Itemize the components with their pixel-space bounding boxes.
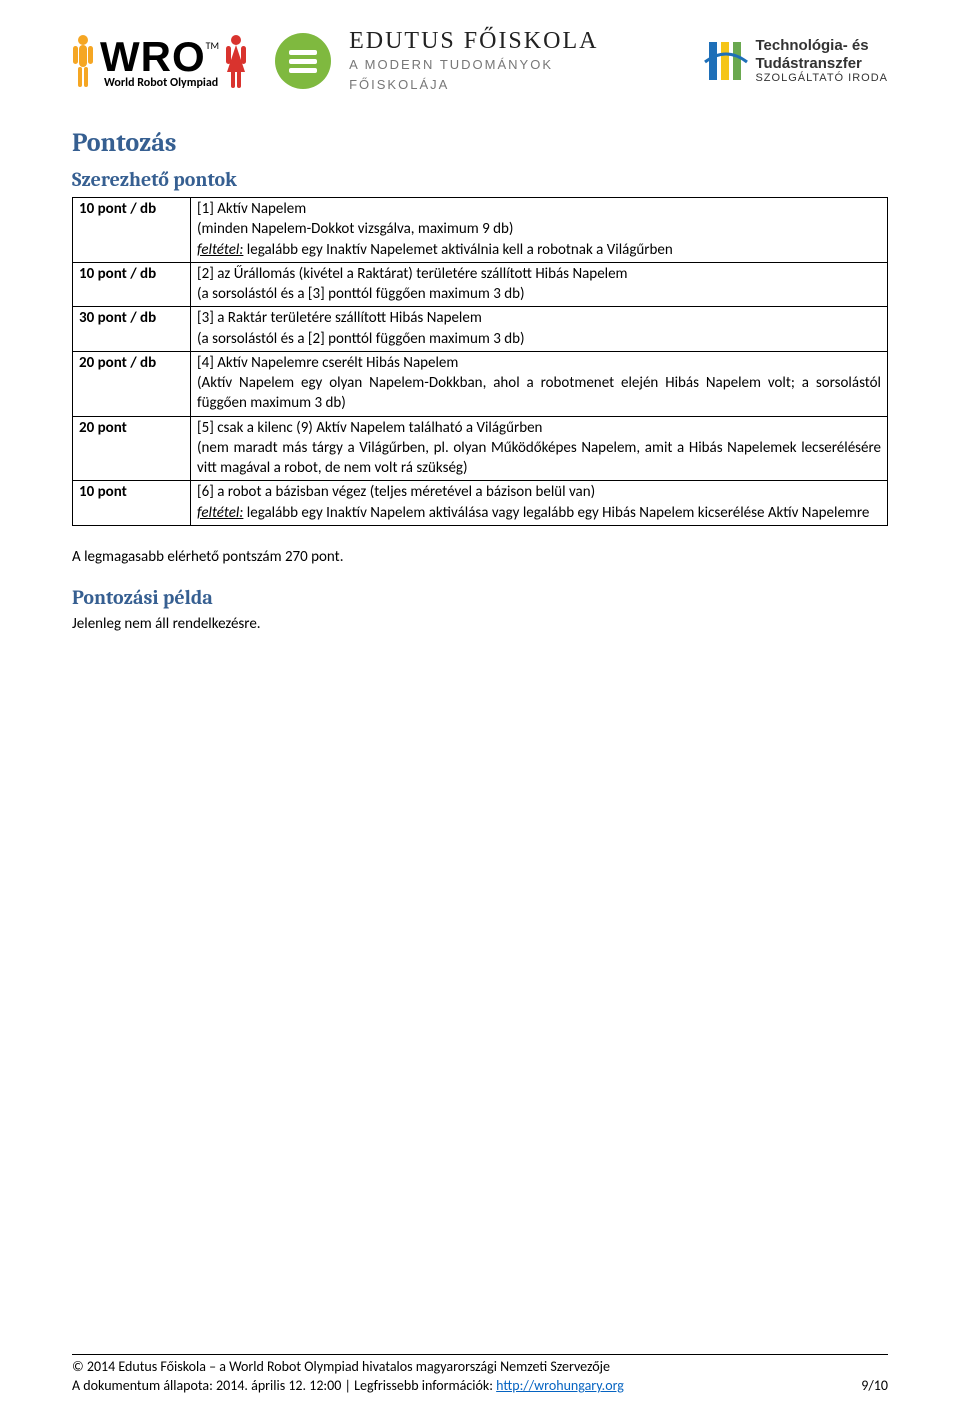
person-icon [225,32,247,90]
tti-logo: Technológia- és Tudástranszfer SZOLGÁLTA… [703,37,888,84]
tti-line3: SZOLGÁLTATÓ IRODA [755,72,888,85]
edutus-title: EDUTUS FŐISKOLA [349,28,685,55]
example-body: Jelenleg nem áll rendelkezésre. [72,615,888,633]
table-row: 30 pont / db[3] a Raktár területére szál… [73,307,888,352]
points-table: 10 pont / db[1] Aktív Napelem(minden Nap… [72,197,888,526]
table-row: 10 pont[6] a robot a bázisban végez (tel… [73,481,888,526]
table-row: 10 pont / db[1] Aktív Napelem(minden Nap… [73,198,888,263]
tti-line2: Tudástranszfer [755,55,888,72]
description-cell: [1] Aktív Napelem(minden Napelem-Dokkot … [191,198,888,263]
wro-tm: TM [206,39,219,52]
points-cell: 20 pont / db [73,351,191,416]
description-cell: [2] az Űrállomás (kivétel a Raktárat) te… [191,262,888,307]
edutus-sub2: FŐISKOLÁJA [349,75,685,95]
description-cell: [3] a Raktár területére szállított Hibás… [191,307,888,352]
table-row: 20 pont / db[4] Aktív Napelemre cserélt … [73,351,888,416]
subsection-heading: Szerezhető pontok [72,168,888,191]
wro-logo: WROTM World Robot Olympiad [72,32,247,90]
edutus-badge-icon [275,33,331,89]
header-logos: WROTM World Robot Olympiad EDUTUS FŐISKO… [72,28,888,94]
example-heading: Pontozási példa [72,586,888,609]
tti-icon [703,38,749,84]
points-cell: 20 pont [73,416,191,481]
edutus-logo: EDUTUS FŐISKOLA A MODERN TUDOMÁNYOK FŐIS… [349,28,685,94]
description-cell: [6] a robot a bázisban végez (teljes mér… [191,481,888,526]
table-row: 20 pont[5] csak a kilenc (9) Aktív Napel… [73,416,888,481]
page-footer: © 2014 Edutus Főiskola – a World Robot O… [72,1354,888,1396]
footer-link[interactable]: http://wrohungary.org [496,1377,624,1394]
points-cell: 30 pont / db [73,307,191,352]
person-icon [72,32,94,90]
footer-line2a: A dokumentum állapota: 2014. április 12.… [72,1377,496,1394]
tti-line1: Technológia- és [755,37,888,54]
page-number: 9/10 [861,1377,888,1396]
points-cell: 10 pont [73,481,191,526]
max-score-text: A legmagasabb elérhető pontszám 270 pont… [72,548,888,566]
table-row: 10 pont / db[2] az Űrállomás (kivétel a … [73,262,888,307]
description-cell: [5] csak a kilenc (9) Aktív Napelem talá… [191,416,888,481]
footer-line1: © 2014 Edutus Főiskola – a World Robot O… [72,1358,888,1377]
description-cell: [4] Aktív Napelemre cserélt Hibás Napele… [191,351,888,416]
points-cell: 10 pont / db [73,262,191,307]
wro-subtitle: World Robot Olympiad [104,76,219,90]
wro-title: WRO [100,33,206,80]
section-heading: Pontozás [72,128,888,158]
edutus-sub1: A MODERN TUDOMÁNYOK [349,55,685,75]
points-cell: 10 pont / db [73,198,191,263]
